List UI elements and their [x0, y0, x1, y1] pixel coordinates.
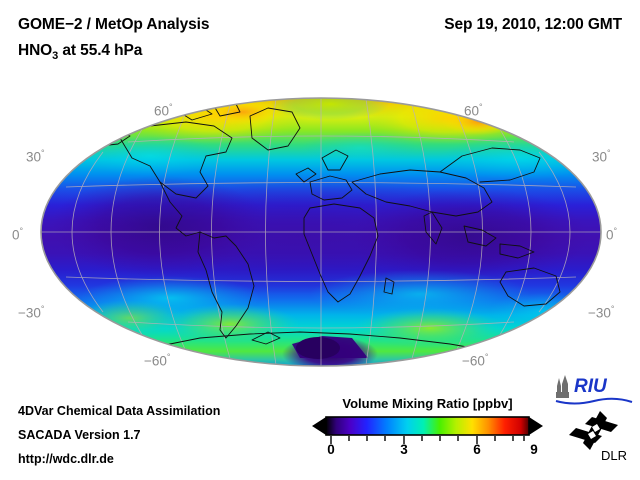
- colorbar-tick-label-6: 6: [473, 442, 481, 457]
- map-graticule: [41, 98, 601, 366]
- lat-label-left-m60: −60°: [144, 352, 171, 369]
- colorbar-title: Volume Mixing Ratio [ppbv]: [342, 396, 513, 411]
- colorbar: Volume Mixing Ratio [ppbv]: [310, 396, 545, 468]
- lat-label-right-0: 0°: [606, 226, 618, 243]
- colorbar-extend-high-arrow: [529, 417, 543, 435]
- title-datetime-text: Sep 19, 2010, 12:00 GMT: [444, 16, 622, 33]
- dlr-pinwheel-icon: [569, 411, 618, 450]
- title-instrument: GOME−2 / MetOp Analysis: [18, 16, 209, 34]
- colorbar-tick-label-0: 0: [327, 442, 335, 457]
- lat-label-left-30: 30°: [26, 148, 45, 165]
- riu-tower-icon: [556, 375, 569, 398]
- lat-label-left-60: 60°: [154, 102, 173, 119]
- riu-logo: RIU: [555, 375, 633, 405]
- footer-line-url[interactable]: http://wdc.dlr.de: [18, 452, 114, 466]
- world-map-aitoff: [40, 97, 602, 367]
- lat-label-left-m30: −30°: [18, 304, 45, 321]
- map-outline: [40, 97, 602, 367]
- riu-wave-icon: [555, 397, 633, 405]
- species-formula-subscript: 3: [52, 50, 59, 63]
- lat-label-right-30: 30°: [592, 148, 611, 165]
- lat-label-right-m60: −60°: [462, 352, 489, 369]
- colorbar-tick-label-9: 9: [530, 442, 538, 457]
- colorbar-ticks: [330, 436, 525, 444]
- colorbar-extend-low-arrow: [312, 417, 326, 435]
- dlr-logo: DLR: [569, 411, 627, 462]
- map-panel: 60° 30° 0° −30° −60° 60° 30° 0° −30° −60…: [0, 86, 640, 376]
- lat-label-right-60: 60°: [464, 102, 483, 119]
- footer-line-version: SACADA Version 1.7: [18, 428, 141, 442]
- colorbar-tick-label-3: 3: [400, 442, 408, 457]
- dlr-wordmark: DLR: [601, 448, 627, 462]
- species-formula-prefix: HNO: [18, 42, 53, 59]
- colorbar-scale: [312, 416, 543, 444]
- riu-wordmark: RIU: [574, 376, 608, 397]
- lat-label-left-0: 0°: [12, 226, 24, 243]
- footer-line-method: 4DVar Chemical Data Assimilation: [18, 404, 221, 418]
- colorbar-gradient-bar: [325, 416, 530, 436]
- title-species: HNO3 at 55.4 hPa: [18, 42, 142, 62]
- species-pressure-level: at 55.4 hPa: [58, 42, 143, 59]
- lat-label-right-m30: −30°: [588, 304, 615, 321]
- title-datetime: Sep 19, 2010, 12:00 GMT: [444, 16, 622, 34]
- title-instrument-text: GOME−2 / MetOp Analysis: [18, 16, 210, 33]
